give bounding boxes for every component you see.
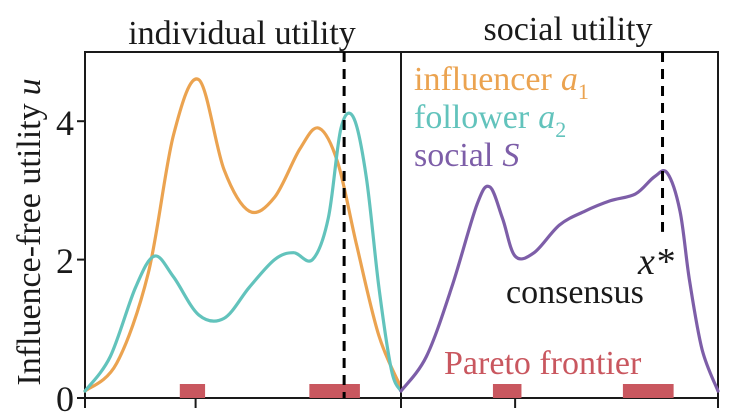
legend-social-label: social — [414, 137, 493, 174]
ytick-label-2: 2 — [56, 241, 74, 281]
right-pareto-interval-1 — [622, 384, 674, 398]
right-panel — [399, 51, 720, 408]
legend-social-symbol: S — [502, 137, 519, 174]
left-panel — [77, 51, 403, 408]
y-axis-label-symbol: u — [11, 78, 48, 95]
y-axis-label: Influence-free utility u — [11, 78, 48, 385]
left-pareto-interval-0 — [179, 384, 206, 398]
consensus-label: consensus — [506, 274, 644, 311]
ytick-label-4: 4 — [56, 103, 74, 143]
right-axes-frame — [400, 51, 719, 399]
left-series-influencer — [83, 77, 403, 393]
left-panel-title: individual utility — [128, 15, 356, 52]
legend-influencer-sub: 1 — [578, 79, 589, 104]
legend-entry-social: social S — [414, 137, 519, 174]
legend-entry-follower: follower a2 — [414, 99, 566, 142]
ytick-label-0: 0 — [56, 379, 74, 412]
legend-follower-symbol: a — [538, 99, 555, 136]
legend-entry-influencer: influencer a1 — [414, 61, 589, 104]
right-series-social — [399, 169, 720, 393]
right-pareto-interval-0 — [492, 384, 522, 398]
y-axis-label-text: Influence-free utility — [11, 103, 48, 385]
legend-follower-sub: 2 — [555, 117, 566, 142]
legend-influencer-label: influencer — [414, 61, 552, 98]
right-panel-title: social utility — [483, 11, 652, 48]
optimum-label: x* — [637, 241, 674, 283]
legend-follower-label: follower — [414, 99, 530, 136]
legend-influencer-symbol: a — [561, 61, 578, 98]
left-pareto-interval-1 — [309, 384, 360, 398]
left-series-follower — [83, 111, 403, 393]
pareto-frontier-label: Pareto frontier — [444, 345, 642, 382]
